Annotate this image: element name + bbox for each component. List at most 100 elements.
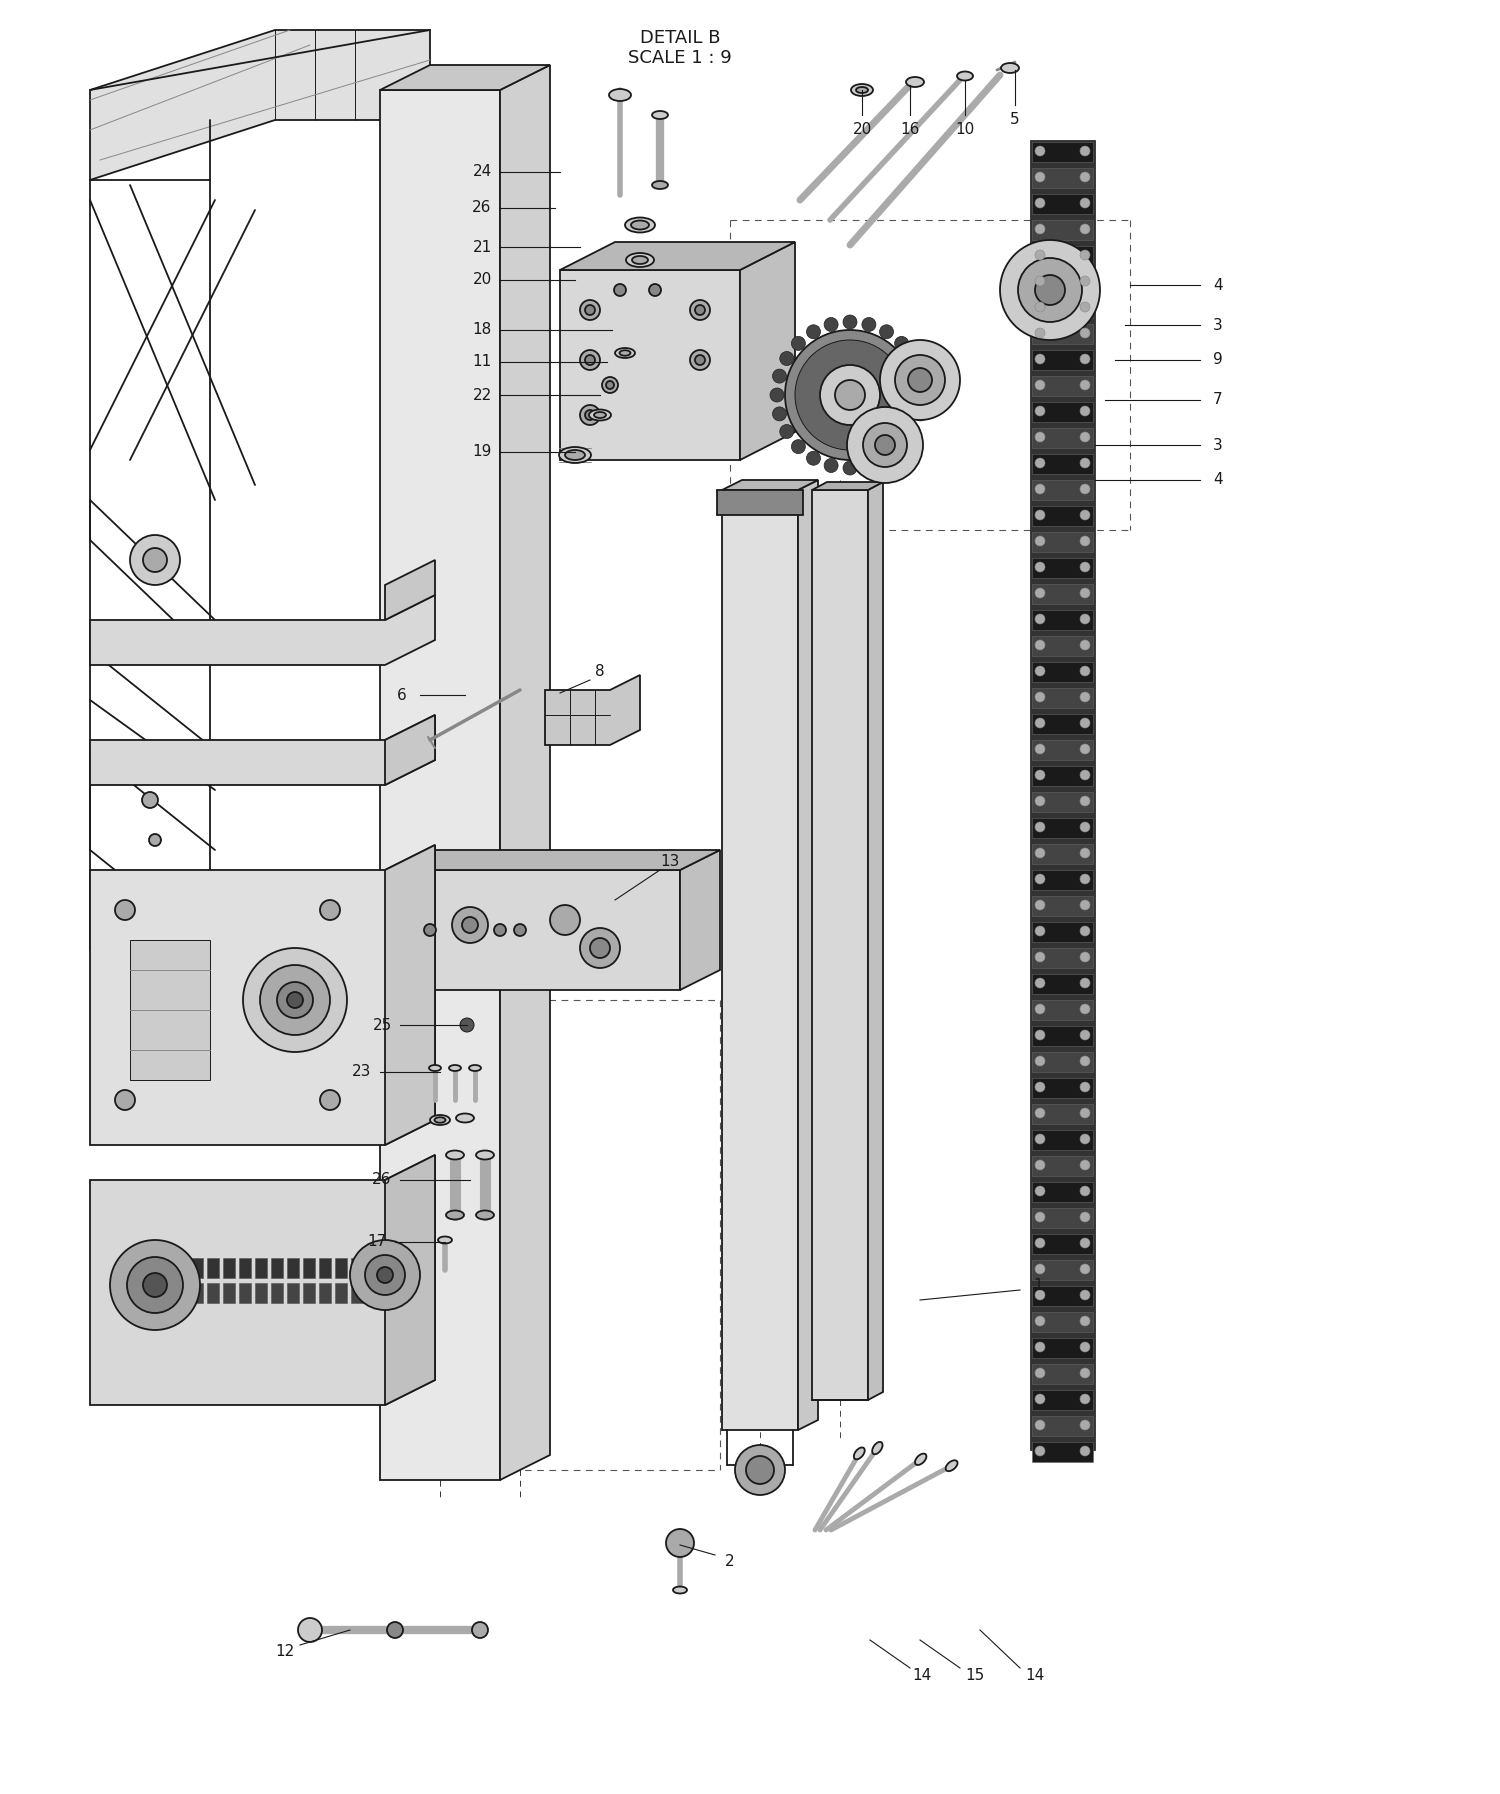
Circle shape: [1035, 1109, 1046, 1118]
Bar: [1032, 429, 1094, 448]
Circle shape: [585, 305, 596, 316]
Circle shape: [750, 1455, 770, 1475]
Bar: [1032, 610, 1094, 630]
Text: 11: 11: [472, 355, 492, 370]
Circle shape: [1035, 145, 1046, 156]
Circle shape: [862, 459, 876, 472]
Bar: [1032, 662, 1094, 682]
Circle shape: [1035, 978, 1046, 988]
Ellipse shape: [438, 1236, 452, 1243]
Polygon shape: [812, 483, 883, 490]
Bar: [1032, 1363, 1094, 1383]
Circle shape: [116, 1091, 135, 1110]
Circle shape: [1080, 536, 1090, 545]
Circle shape: [350, 1240, 420, 1310]
Circle shape: [142, 547, 166, 572]
Bar: [1032, 1078, 1094, 1098]
Bar: [176, 1283, 188, 1302]
Circle shape: [1035, 224, 1046, 233]
Circle shape: [1080, 405, 1090, 416]
Bar: [238, 1258, 250, 1277]
Ellipse shape: [609, 90, 631, 100]
Bar: [320, 1258, 332, 1277]
Ellipse shape: [470, 1066, 482, 1071]
Bar: [1032, 533, 1094, 553]
Circle shape: [906, 352, 920, 366]
Ellipse shape: [615, 348, 634, 359]
Circle shape: [142, 1274, 166, 1297]
Text: 15: 15: [966, 1667, 984, 1683]
Bar: [286, 1258, 298, 1277]
Circle shape: [1080, 145, 1090, 156]
Circle shape: [666, 1528, 694, 1557]
Bar: [303, 1283, 315, 1302]
Circle shape: [424, 924, 436, 936]
Circle shape: [1080, 1030, 1090, 1041]
Circle shape: [452, 908, 488, 944]
Bar: [1032, 142, 1094, 161]
Circle shape: [1080, 484, 1090, 493]
Circle shape: [1035, 1369, 1046, 1378]
Ellipse shape: [429, 1066, 441, 1071]
Text: 6: 6: [398, 687, 406, 703]
Circle shape: [580, 300, 600, 319]
Circle shape: [874, 434, 896, 456]
Circle shape: [514, 924, 526, 936]
Circle shape: [862, 318, 876, 332]
Circle shape: [1080, 745, 1090, 753]
Circle shape: [1080, 1421, 1090, 1430]
Circle shape: [1035, 1057, 1046, 1066]
Circle shape: [1035, 1005, 1046, 1014]
Bar: [1032, 895, 1094, 917]
Circle shape: [1080, 301, 1090, 312]
Circle shape: [1080, 822, 1090, 832]
Bar: [1032, 947, 1094, 969]
Circle shape: [1080, 276, 1090, 285]
Circle shape: [148, 834, 160, 847]
Circle shape: [580, 350, 600, 370]
Circle shape: [1035, 1030, 1046, 1041]
Circle shape: [1035, 197, 1046, 208]
Bar: [1032, 637, 1094, 657]
Polygon shape: [500, 65, 550, 1480]
Text: SCALE 1 : 9: SCALE 1 : 9: [628, 48, 732, 66]
Circle shape: [792, 440, 806, 454]
Circle shape: [1035, 1394, 1046, 1405]
Bar: [224, 1283, 236, 1302]
Text: 3: 3: [1214, 318, 1222, 332]
Circle shape: [1080, 1394, 1090, 1405]
Circle shape: [128, 1258, 183, 1313]
Circle shape: [694, 355, 705, 364]
Ellipse shape: [476, 1150, 494, 1159]
Bar: [1032, 870, 1094, 890]
Circle shape: [606, 380, 613, 389]
Circle shape: [1035, 172, 1046, 181]
Ellipse shape: [594, 413, 606, 418]
Circle shape: [1035, 640, 1046, 649]
Circle shape: [278, 981, 314, 1017]
Ellipse shape: [853, 1448, 864, 1459]
Circle shape: [1035, 953, 1046, 962]
Ellipse shape: [626, 253, 654, 267]
Polygon shape: [560, 271, 740, 459]
Polygon shape: [386, 716, 435, 786]
Bar: [1032, 1442, 1094, 1462]
Circle shape: [1035, 745, 1046, 753]
Circle shape: [1035, 509, 1046, 520]
Circle shape: [780, 425, 794, 438]
Circle shape: [1080, 1134, 1090, 1145]
Circle shape: [836, 380, 866, 411]
Ellipse shape: [915, 1453, 927, 1466]
Circle shape: [1035, 484, 1046, 493]
Circle shape: [746, 1457, 774, 1484]
Bar: [1032, 689, 1094, 709]
Circle shape: [1080, 197, 1090, 208]
Ellipse shape: [652, 111, 668, 118]
Circle shape: [894, 337, 909, 350]
Text: 20: 20: [472, 273, 492, 287]
Circle shape: [880, 341, 960, 420]
Bar: [334, 1283, 346, 1302]
Circle shape: [1080, 926, 1090, 936]
Circle shape: [1080, 849, 1090, 858]
Circle shape: [320, 1091, 340, 1110]
